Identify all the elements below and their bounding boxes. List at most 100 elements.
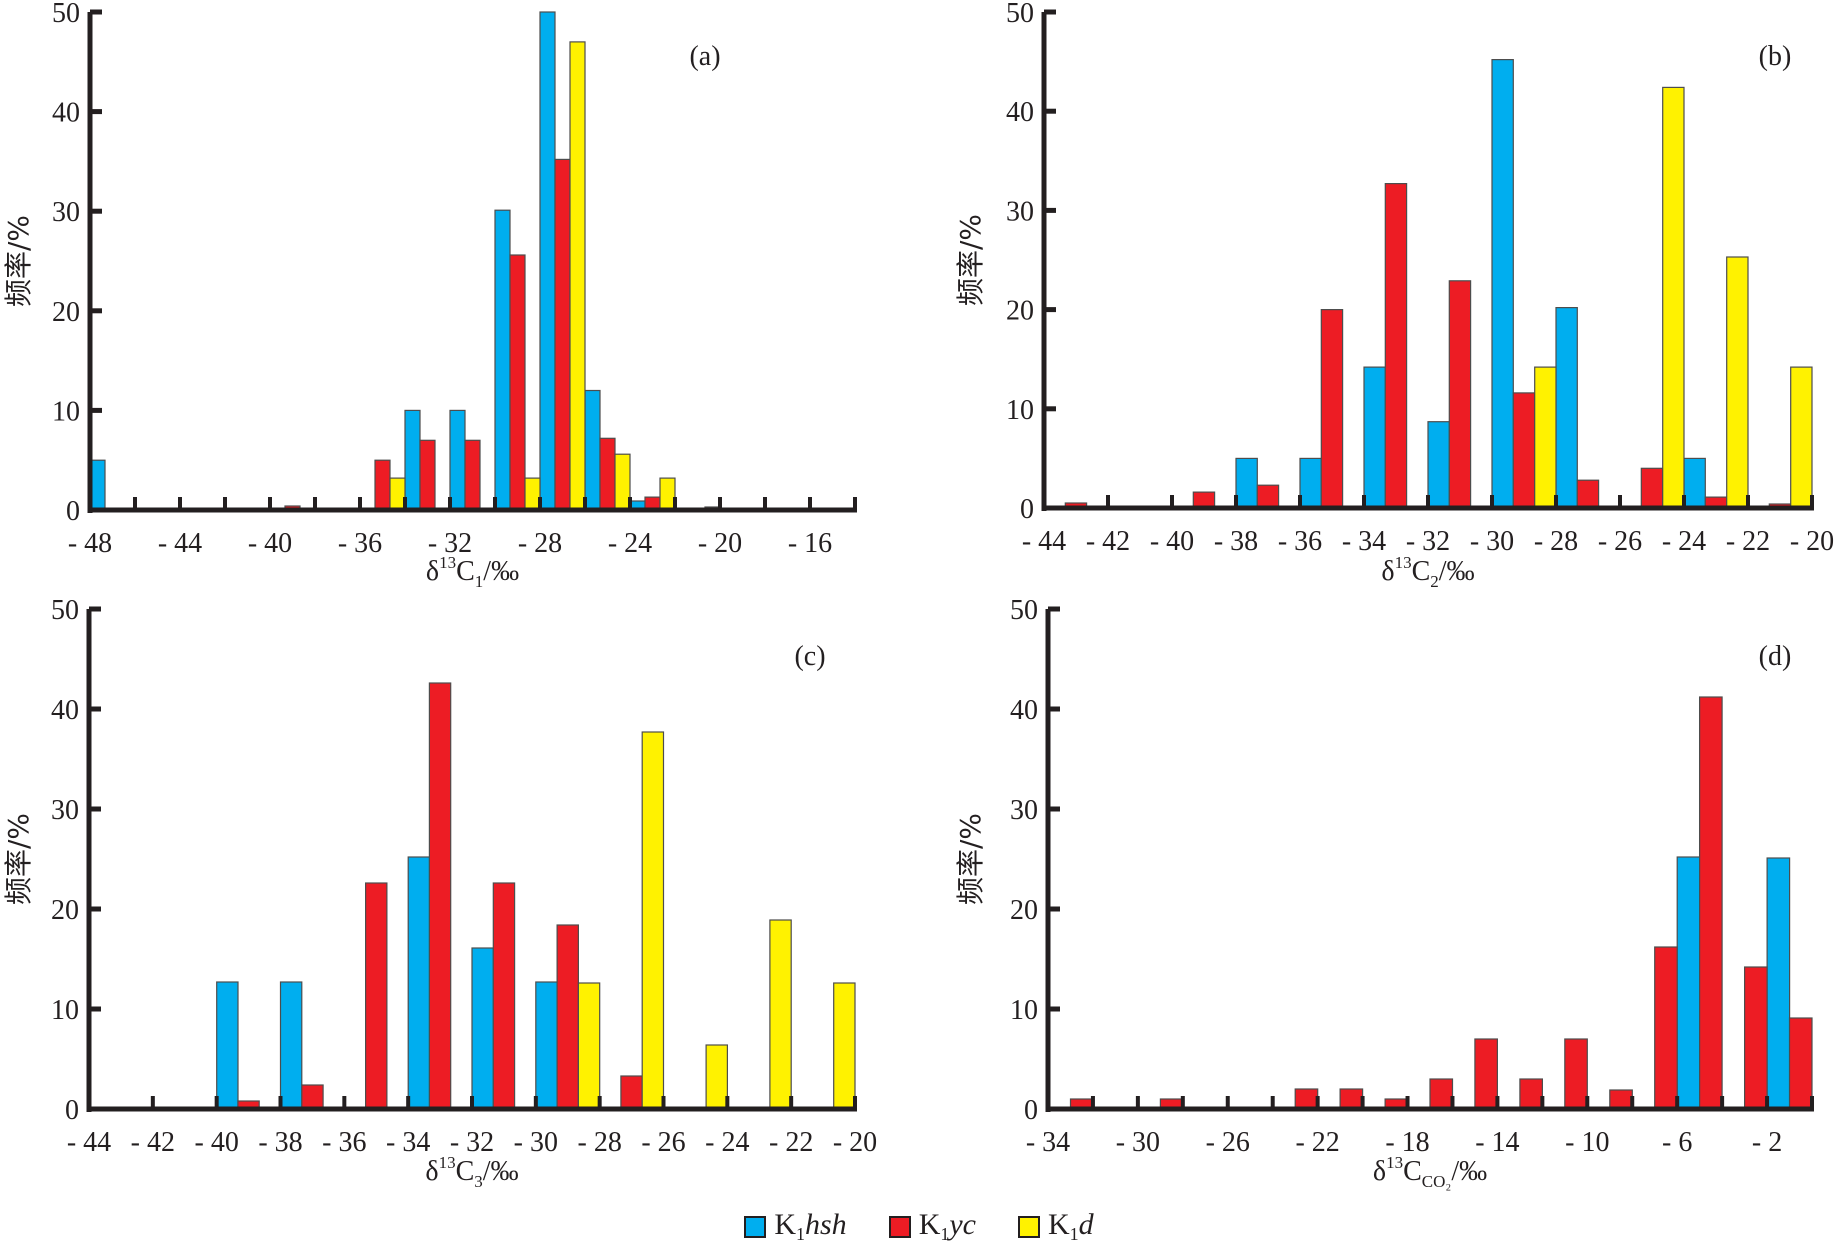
- bar-b-yc-7: [1512, 392, 1536, 509]
- y-tick-label-b: 0: [1020, 494, 1034, 525]
- legend-item-yc: K1yc: [888, 1208, 976, 1245]
- x-axis-title-d: δ13CCO₂/‰: [1373, 1153, 1487, 1191]
- bar-a-hsh-11: [584, 389, 601, 511]
- bar-c-yc-3: [301, 1084, 324, 1110]
- bar-a-d-12: [659, 477, 676, 511]
- bar-c-d-8: [641, 731, 665, 1110]
- x-tick-label-b: - 40: [1150, 526, 1194, 557]
- x-tick-label-b: - 22: [1726, 526, 1770, 557]
- bar-b-d-11: [1790, 366, 1813, 509]
- bar-c-yc-6: [492, 882, 516, 1110]
- bar-c-hsh-7: [535, 981, 558, 1110]
- panel-tag-c: (c): [794, 641, 825, 672]
- y-axis-title-d: 频率/%: [954, 813, 987, 905]
- bar-c-yc-4: [365, 882, 388, 1110]
- bar-b-d-9: [1662, 86, 1685, 509]
- x-tick-label-b: - 28: [1534, 526, 1578, 557]
- bar-a-yc-10: [554, 158, 571, 511]
- panel-d: 0 10 20 30 40 50 - 34 - 30 - 26 - 22 - 18 - 14 - 10 -…: [954, 595, 1814, 1191]
- legend-label-d: K1d: [1048, 1208, 1094, 1244]
- y-tick-label-c: 50: [51, 595, 79, 626]
- x-tick-label-b: - 44: [1022, 526, 1066, 557]
- legend-item-hsh: K1hsh: [744, 1208, 847, 1245]
- x-tick-label-d: - 6: [1662, 1127, 1692, 1158]
- bar-b-yc-8: [1576, 479, 1600, 509]
- bar-b-yc-4: [1320, 309, 1344, 509]
- bar-a-yc-7: [419, 439, 436, 511]
- bar-b-hsh-6: [1427, 421, 1450, 509]
- x-tick-label-b: - 38: [1214, 526, 1258, 557]
- y-tick-label-a: 0: [66, 496, 80, 527]
- x-tick-label-a: - 44: [158, 528, 202, 559]
- x-tick-label-d: - 34: [1026, 1127, 1070, 1158]
- x-tick-label-b: - 24: [1662, 526, 1706, 557]
- x-tick-label-d: - 26: [1206, 1127, 1250, 1158]
- panel-tag-a: (a): [689, 41, 720, 72]
- bar-b-hsh-7: [1491, 58, 1514, 509]
- y-tick-label-c: 10: [51, 995, 79, 1026]
- bar-b-hsh-4: [1299, 457, 1322, 509]
- bar-c-hsh-6: [471, 947, 494, 1110]
- x-tick-label-c: - 24: [705, 1127, 749, 1158]
- x-tick-label-a: - 20: [698, 528, 742, 559]
- x-tick-label-a: - 32: [428, 528, 472, 559]
- y-tick-label-c: 40: [51, 695, 79, 726]
- bar-c-hsh-5: [407, 856, 431, 1110]
- y-tick-label-d: 50: [1010, 595, 1038, 626]
- x-tick-label-b: - 32: [1406, 526, 1450, 557]
- x-tick-label-d: - 14: [1475, 1127, 1519, 1158]
- panel-a: 0 10 20 30 40 50 - 48 - 44 - 40 - 36 - 32 - 28 - 24 -…: [2, 0, 857, 591]
- bar-c-d-7: [577, 982, 601, 1110]
- bar-c-d-9: [705, 1044, 728, 1110]
- bar-d-yc-5: [1294, 1088, 1319, 1110]
- y-tick-label-a: 10: [52, 396, 80, 427]
- y-tick-label-b: 50: [1006, 0, 1034, 29]
- x-tick-label-c: - 32: [450, 1127, 494, 1158]
- x-tick-label-d: - 18: [1385, 1127, 1429, 1158]
- x-tick-label-d: - 22: [1295, 1127, 1339, 1158]
- bar-b-hsh-3: [1235, 457, 1258, 509]
- bar-d-yc-15: [1743, 966, 1768, 1110]
- bar-d-yc-12: [1609, 1089, 1633, 1110]
- legend: K1hsh K1yc K1d: [0, 1208, 1838, 1245]
- x-tick-label-c: - 42: [131, 1127, 175, 1158]
- bar-c-d-10: [769, 919, 792, 1110]
- y-tick-label-a: 30: [52, 197, 80, 228]
- panel-tag-d: (d): [1759, 641, 1792, 672]
- bar-b-hsh-8: [1555, 307, 1578, 509]
- bar-d-yc-6: [1339, 1088, 1364, 1110]
- x-tick-label-c: - 26: [641, 1127, 685, 1158]
- x-tick-label-c: - 34: [386, 1127, 430, 1158]
- bar-a-hsh-7: [404, 409, 421, 511]
- x-tick-label-c: - 40: [195, 1127, 239, 1158]
- bar-d-yc-14: [1698, 696, 1723, 1110]
- y-axis-title-b: 频率/%: [954, 214, 987, 306]
- bar-c-yc-7: [556, 924, 579, 1110]
- x-tick-label-c: - 38: [258, 1127, 302, 1158]
- x-tick-label-c: - 30: [514, 1127, 558, 1158]
- bar-b-d-10: [1726, 256, 1749, 509]
- x-axis-title-b: δ13C2/‰: [1381, 553, 1474, 591]
- x-tick-label-a: - 28: [518, 528, 562, 559]
- x-tick-label-c: - 44: [67, 1127, 111, 1158]
- x-tick-label-c: - 28: [578, 1127, 622, 1158]
- bar-d-yc-8: [1429, 1078, 1454, 1110]
- bar-b-yc-5: [1384, 183, 1408, 509]
- bar-b-hsh-5: [1363, 366, 1386, 509]
- bar-b-hsh-10: [1683, 457, 1706, 509]
- x-tick-label-a: - 48: [68, 528, 112, 559]
- bar-d-yc-10: [1519, 1078, 1544, 1110]
- x-tick-label-c: - 36: [322, 1127, 366, 1158]
- bar-c-hsh-2: [216, 981, 239, 1110]
- bar-a-d-10: [569, 41, 586, 511]
- x-tick-label-c: - 22: [769, 1127, 813, 1158]
- x-tick-label-b: - 34: [1342, 526, 1386, 557]
- bar-d-yc-11: [1564, 1038, 1588, 1110]
- panel-tag-b: (b): [1759, 41, 1792, 72]
- bar-a-hsh-10: [539, 11, 556, 511]
- bar-a-hsh-9: [494, 209, 511, 511]
- y-tick-label-b: 20: [1006, 296, 1034, 327]
